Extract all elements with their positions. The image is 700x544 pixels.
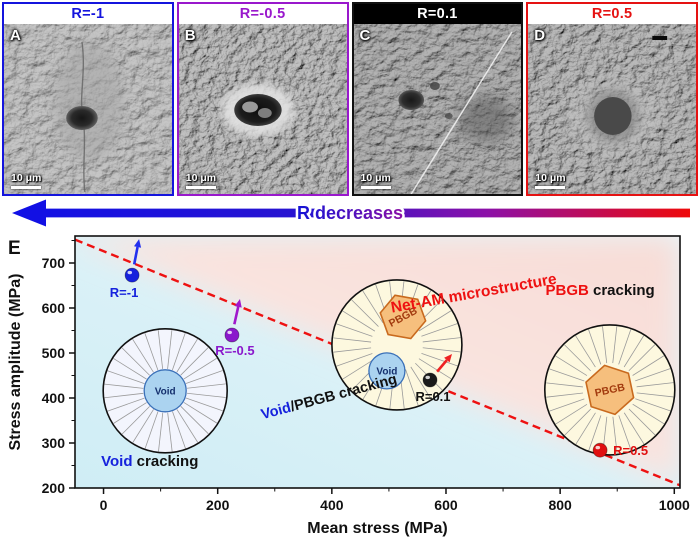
panel-letter: A	[10, 27, 21, 44]
scale-bar-label: 10 μm	[185, 172, 217, 184]
point-label: R=-0.5	[215, 343, 254, 358]
y-tick-label: 600	[42, 300, 66, 316]
point-label: R=-1	[110, 285, 139, 300]
r-decreases-arrow: R decreases	[12, 199, 690, 227]
schematic-grain-0: Void	[102, 328, 228, 454]
sem-panel-b: R=-0.5	[176, 2, 349, 196]
panel-title: R=-1	[4, 4, 172, 24]
y-tick-label: 300	[42, 435, 66, 451]
r-decreases-banner: R decreases	[0, 196, 700, 230]
sem-image-container: B 10 μm	[178, 24, 347, 194]
x-tick-label: 200	[206, 497, 230, 513]
scale-bar-label: 10 μm	[535, 172, 566, 184]
sem-image	[4, 24, 172, 194]
scale-bar: 10 μm	[11, 172, 41, 189]
point-highlight	[227, 330, 232, 335]
y-tick-label: 200	[42, 480, 66, 496]
sem-image-container: D 10 μm	[528, 24, 696, 194]
y-axis-title: Stress amplitude (MPa)	[7, 274, 24, 451]
scale-bar: 10 μm	[185, 172, 217, 189]
sem-image-container: C 10 μm	[353, 24, 522, 194]
scale-bar-line	[360, 186, 391, 189]
panel-title: R=0.5	[528, 4, 696, 24]
sem-panel-a: R=-1	[2, 2, 174, 196]
y-tick-label: 700	[42, 255, 66, 271]
stress-chart: VoidPBGBVoidPBGBR=-1R=-0.5R=0.1R=0.5Net-…	[7, 235, 690, 537]
trend-arrow	[132, 246, 139, 265]
scale-bar-label: 10 μm	[360, 172, 391, 184]
trend-arrow	[233, 306, 240, 325]
void-circle	[143, 369, 187, 413]
chart-panel-e: Void PBGB Void PBGB R=-1 R=-0.5 R=0.1 R=0.5 Net-…	[0, 230, 700, 542]
sem-image-container: A 10 μm	[4, 24, 172, 194]
gradient-arrow-shape	[12, 199, 690, 227]
panel-letter: C	[359, 27, 371, 44]
scale-bar-line	[11, 186, 41, 189]
sem-image	[178, 24, 347, 194]
data-point-2	[422, 372, 438, 388]
annotation-1: PBGB cracking	[545, 282, 654, 299]
point-label: R=0.1	[415, 389, 450, 404]
trend-arrow	[436, 359, 448, 373]
plot-frame	[74, 235, 681, 489]
sem-image	[353, 24, 522, 194]
panel-letter: B	[184, 27, 196, 44]
annotation-3: Void cracking	[101, 453, 198, 470]
scale-bar-label: 10 μm	[11, 172, 42, 184]
void-label: Void	[376, 366, 397, 377]
trend-arrow-head	[234, 299, 242, 308]
x-tick-label: 600	[434, 497, 458, 513]
schematic-grain-2: PBGB	[543, 324, 676, 456]
arrow-label: R decreases	[297, 203, 403, 223]
panel-letter: D	[534, 27, 546, 44]
sem-panel-d: R=0.5	[526, 2, 698, 196]
x-axis-title: Mean stress (MPa)	[307, 520, 448, 537]
data-point-3	[592, 442, 608, 458]
y-tick-label: 500	[42, 345, 66, 361]
data-point-1	[224, 327, 240, 343]
x-tick-label: 800	[548, 497, 572, 513]
x-tick-label: 0	[100, 497, 108, 513]
scale-bar-line	[535, 186, 566, 189]
trend-arrow-head	[134, 239, 142, 248]
sem-panel-c: R=0.1	[351, 2, 524, 196]
panel-label-e: E	[8, 238, 21, 259]
x-tick-label: 400	[320, 497, 344, 513]
scale-bar: 10 μm	[360, 172, 391, 189]
sem-panel-row: R=-1	[0, 0, 700, 196]
x-tick-label: 1000	[659, 497, 690, 513]
pbgb-hexagon	[585, 364, 635, 416]
trend-arrow-head	[444, 354, 453, 363]
point-label: R=0.5	[613, 443, 648, 458]
sem-image	[528, 24, 696, 194]
void-circle	[368, 352, 406, 390]
point-highlight	[595, 445, 601, 450]
data-point-0	[124, 267, 140, 283]
point-highlight	[425, 375, 431, 380]
void-label: Void	[155, 386, 176, 397]
panel-title: R=-0.5	[178, 4, 347, 24]
scale-bar: 10 μm	[535, 172, 566, 189]
point-highlight	[127, 270, 133, 275]
scale-bar-line	[185, 186, 216, 189]
panel-title: R=0.1	[353, 4, 522, 24]
pbgb-hexagon	[379, 294, 427, 340]
y-tick-label: 400	[42, 390, 66, 406]
